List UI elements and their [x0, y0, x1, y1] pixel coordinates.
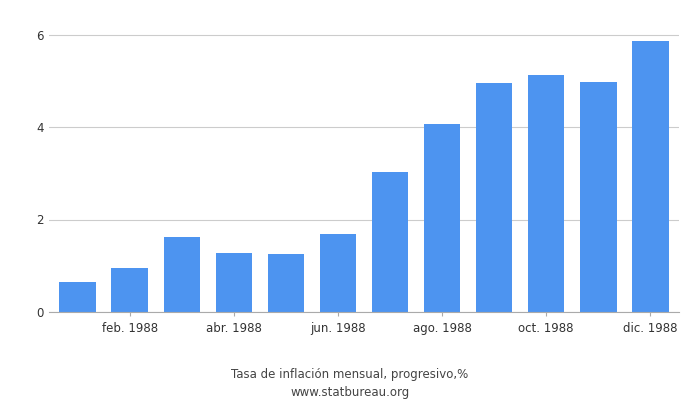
Bar: [580, 82, 617, 312]
Bar: [372, 172, 408, 312]
Text: www.statbureau.org: www.statbureau.org: [290, 386, 410, 399]
Bar: [164, 237, 200, 312]
Bar: [424, 124, 461, 312]
Bar: [476, 83, 512, 312]
Bar: [267, 254, 304, 312]
Bar: [632, 40, 668, 312]
Text: Tasa de inflación mensual, progresivo,%: Tasa de inflación mensual, progresivo,%: [232, 368, 468, 381]
Bar: [320, 234, 356, 312]
Bar: [111, 268, 148, 312]
Bar: [528, 75, 564, 312]
Bar: [60, 282, 96, 312]
Bar: [216, 253, 252, 312]
